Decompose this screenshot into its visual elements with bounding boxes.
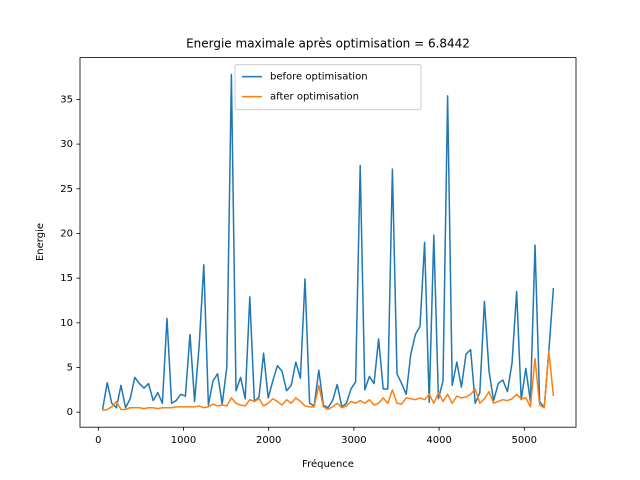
y-axis-label: Energie — [35, 223, 46, 261]
legend-label: before optimisation — [270, 72, 368, 83]
x-tick-label: 1000 — [171, 435, 196, 446]
axes-frame — [79, 57, 577, 428]
chart-title: Energie maximale après optimisation = 6.… — [186, 37, 470, 51]
x-axis-label: Fréquence — [302, 458, 354, 470]
legend-box — [234, 64, 422, 111]
x-tick-label: 2000 — [256, 435, 281, 446]
y-tick-label: 30 — [60, 139, 73, 150]
x-tick-label: 4000 — [426, 435, 451, 446]
x-tick-label: 3000 — [341, 435, 366, 446]
y-tick-label: 0 — [67, 407, 73, 418]
legend: before optimisation after optimisation — [234, 64, 422, 111]
data-line — [102, 350, 555, 412]
y-tick-label: 10 — [60, 318, 73, 329]
y-tick-label: 35 — [60, 94, 73, 105]
y-tick-label: 15 — [60, 273, 73, 284]
x-tick-label: 0 — [95, 435, 101, 446]
y-tick-label: 25 — [60, 184, 73, 195]
y-tick-label: 5 — [67, 363, 73, 374]
x-tick-label: 5000 — [512, 435, 537, 446]
y-tick-label: 20 — [60, 228, 73, 239]
legend-label: after optimisation — [270, 92, 359, 103]
